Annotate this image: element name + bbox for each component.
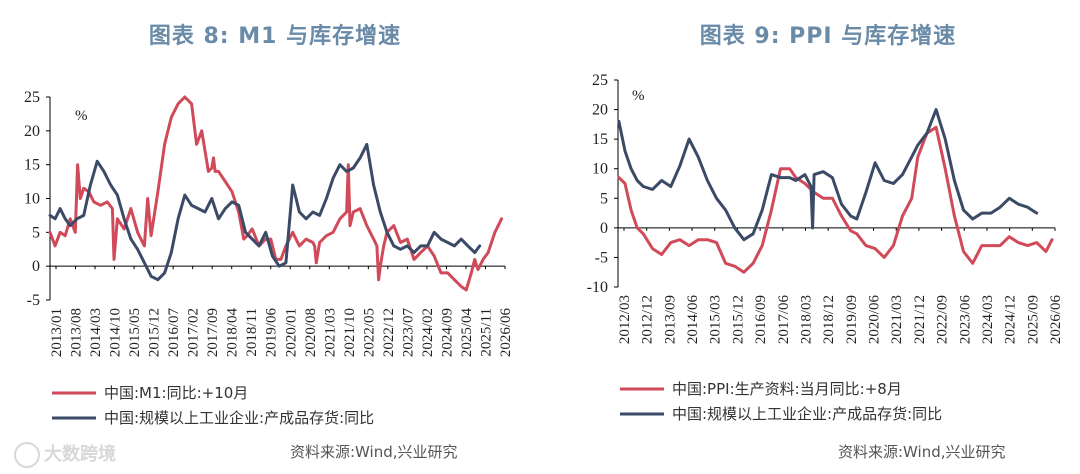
watermark-text: 大数跨境 xyxy=(44,444,116,465)
chart-1-legend-label-1: 中国:规模以上工业企业:产成品存货:同比 xyxy=(672,405,942,423)
chart-1-xtick-label: 2018/03 xyxy=(798,295,814,344)
chart-8-source: 资料来源:Wind,兴业研究 xyxy=(290,443,458,461)
chart-1-xtick-label: 2024/12 xyxy=(1003,295,1019,344)
chart-1-xtick-label: 2021/12 xyxy=(912,295,928,344)
chart-1-legend-label-0: 中国:PPI:生产资料:当月同比:+8月 xyxy=(672,380,902,398)
chart-1-series-0-line xyxy=(617,125,1054,274)
chart-0-xtick-label: 2016/07 xyxy=(166,308,182,358)
chart-1-xtick-label: 2018/12 xyxy=(821,295,837,344)
chart-1-xtick-label: 2017/06 xyxy=(776,295,792,345)
chart-1-ytick-label: 10 xyxy=(592,161,608,178)
chart-0-ytick-label: 0 xyxy=(32,258,40,275)
chart-0-ytick-label: 15 xyxy=(24,157,40,174)
chart-1-ytick-label: -5 xyxy=(595,249,608,266)
chart-0-xtick-label: 2022/12 xyxy=(381,308,397,357)
chart-9-source: 资料来源:Wind,兴业研究 xyxy=(838,443,1006,461)
chart-0-xtick-label: 2020/08 xyxy=(303,308,319,357)
chart-0-xtick-label: 2017/02 xyxy=(186,308,202,357)
chart-0-ytick-label: -5 xyxy=(27,292,40,309)
chart-0-xtick-label: 2020/01 xyxy=(283,308,299,357)
chart-1-series-1-line xyxy=(617,108,1039,242)
chart-0-series-0-line xyxy=(48,95,504,292)
chart-0-ytick-label: 20 xyxy=(24,123,40,140)
chart-0-ytick-label: 5 xyxy=(32,224,40,241)
chart-0-xtick-label: 2017/09 xyxy=(205,308,221,357)
chart-1-ytick-label: 20 xyxy=(592,102,608,119)
chart-0-xtick-label: 2014/10 xyxy=(108,308,124,357)
chart-0-xtick-label: 2015/12 xyxy=(147,308,163,357)
chart-0-xtick-label: 2024/09 xyxy=(439,308,455,357)
chart-0-legend-label-1: 中国:规模以上工业企业:产成品存货:同比 xyxy=(104,409,374,427)
chart-8-title: 图表 8: M1 与库存增速 xyxy=(148,24,402,49)
chart-1-xtick-label: 2014/06 xyxy=(685,295,701,345)
chart-0-xtick-label: 2013/01 xyxy=(49,308,65,357)
chart-1-xtick-label: 2024/03 xyxy=(980,295,996,344)
chart-1-xtick-label: 2022/09 xyxy=(935,295,951,344)
chart-1-xtick-label: 2021/03 xyxy=(889,295,905,344)
chart-1-xtick-label: 2026/06 xyxy=(1048,295,1064,345)
chart-0-ytick-label: 25 xyxy=(24,89,40,106)
watermark: 大数跨境 xyxy=(14,440,116,468)
chart-0-ytick-label: 10 xyxy=(24,191,40,208)
chart-1-unit-label: % xyxy=(632,88,645,104)
chart-0-xtick-label: 2015/05 xyxy=(127,308,143,357)
chart-0-xtick-label: 2014/03 xyxy=(88,308,104,357)
chart-0-xtick-label: 2013/08 xyxy=(69,308,85,357)
chart-0-xtick-label: 2021/03 xyxy=(322,308,338,357)
chart-1-ytick-label: 15 xyxy=(592,131,608,148)
chart-0-xtick-label: 2025/04 xyxy=(459,308,475,358)
chart-0-xtick-label: 2025/11 xyxy=(478,308,494,357)
chart-0-unit-label: % xyxy=(75,108,88,124)
chart-1-ytick-label: 5 xyxy=(600,190,608,207)
chart-0-xtick-label: 2021/10 xyxy=(342,308,358,357)
chart-1-ytick-label: 25 xyxy=(592,72,608,89)
chart-1-xtick-label: 2025/09 xyxy=(1025,295,1041,344)
chart-9-title: 图表 9: PPI 与库存增速 xyxy=(699,24,957,49)
watermark-logo-icon xyxy=(14,442,40,468)
chart-1-xtick-label: 2023/06 xyxy=(957,295,973,345)
chart-0-xtick-label: 2024/02 xyxy=(420,308,436,357)
chart-0-series-1-line xyxy=(48,142,482,282)
chart-0-xtick-label: 2022/05 xyxy=(361,308,377,357)
chart-1-xtick-label: 2012/12 xyxy=(640,295,656,344)
chart-1-xtick-label: 2013/09 xyxy=(662,295,678,344)
chart-1-ytick-label: -10 xyxy=(587,279,608,296)
chart-0-xtick-label: 2023/07 xyxy=(400,308,416,358)
chart-1-ytick-label: 0 xyxy=(600,220,608,237)
chart-0-xtick-label: 2018/04 xyxy=(225,308,241,358)
chart-1-xtick-label: 2019/09 xyxy=(844,295,860,344)
chart-1-xtick-label: 2012/03 xyxy=(617,295,633,344)
chart-1-xtick-label: 2016/09 xyxy=(753,295,769,344)
chart-0-xtick-label: 2026/06 xyxy=(498,308,514,358)
chart-1-xtick-label: 2015/12 xyxy=(730,295,746,344)
chart-0-xtick-label: 2018/11 xyxy=(244,308,260,357)
chart-0-legend-label-0: 中国:M1:同比:+10月 xyxy=(104,384,248,402)
chart-1-xtick-label: 2015/03 xyxy=(708,295,724,344)
chart-1-xtick-label: 2020/06 xyxy=(867,295,883,345)
chart-0-xtick-label: 2019/06 xyxy=(264,308,280,358)
